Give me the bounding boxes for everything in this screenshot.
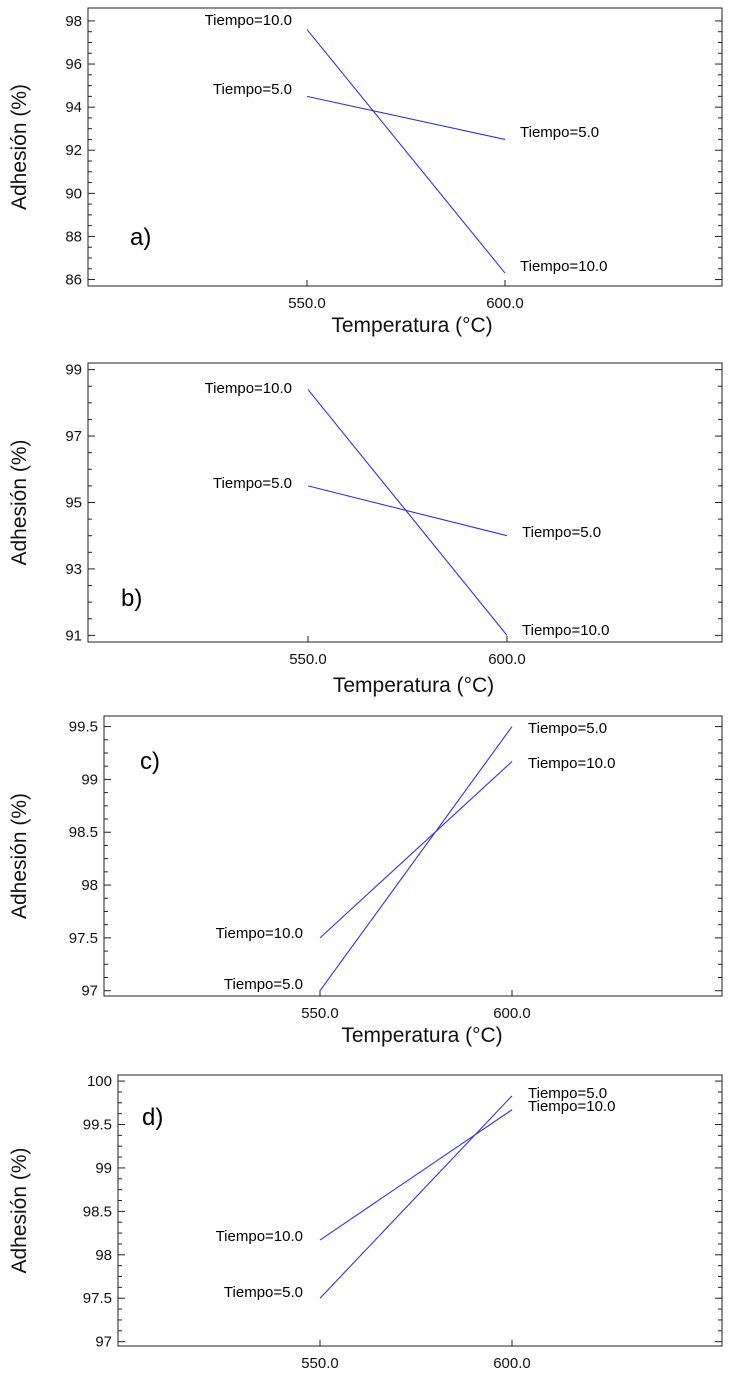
x-tick-label-d: 600.0 (493, 1355, 531, 1372)
series-label-start-d-1: Tiempo=10.0 (216, 1228, 303, 1245)
y-tick-label-a: 96 (65, 56, 82, 73)
series-label-start-a-1: Tiempo=5.0 (213, 81, 292, 98)
plot-frame-c (103, 715, 723, 997)
series-label-end-d-0: Tiempo=5.0 (528, 1085, 607, 1102)
y-tick-label-b: 99 (65, 362, 82, 379)
y-axis-title-d: Adhesión (%) (8, 1147, 31, 1273)
y-tick-label-d: 99.5 (83, 1117, 112, 1134)
x-tick-label-b: 600.0 (488, 651, 526, 668)
x-tick-label-c: 550.0 (301, 1005, 339, 1022)
y-tick-label-d: 99 (95, 1160, 112, 1177)
x-axis-title-a: Temperatura (°C) (331, 314, 492, 337)
x-tick-label-a: 550.0 (288, 295, 326, 312)
series-line-d-0 (319, 1095, 513, 1299)
y-tick-label-a: 94 (65, 99, 82, 116)
series-line-d-1 (319, 1109, 513, 1241)
y-tick-label-c: 99 (81, 771, 98, 788)
series-line-c-1 (319, 761, 513, 939)
x-axis-title-b: Temperatura (°C) (333, 674, 494, 697)
plot-frame-b (87, 362, 723, 643)
plot-frame-d (117, 1074, 723, 1347)
y-tick-label-a: 98 (65, 13, 82, 30)
series-line-a-1 (306, 95, 506, 140)
series-label-start-c-0: Tiempo=5.0 (224, 976, 303, 993)
y-tick-label-a: 86 (65, 272, 82, 289)
y-axis-title-c: Adhesión (%) (8, 793, 31, 919)
x-tick-label-c: 600.0 (493, 1005, 531, 1022)
y-axis-title-a: Adhesión (%) (8, 84, 31, 210)
y-tick-label-c: 99.5 (69, 719, 98, 736)
y-tick-label-c: 97 (81, 983, 98, 1000)
y-tick-label-d: 98.5 (83, 1203, 112, 1220)
series-line-b-1 (307, 485, 508, 537)
series-label-start-b-0: Tiempo=10.0 (205, 380, 292, 397)
series-line-c-0 (319, 726, 513, 992)
series-label-end-d-1: Tiempo=10.0 (528, 1098, 615, 1115)
y-tick-label-a: 90 (65, 185, 82, 202)
x-tick-label-a: 600.0 (486, 295, 524, 312)
x-tick-label-b: 550.0 (289, 651, 327, 668)
series-line-a-0 (306, 29, 506, 274)
y-tick-label-b: 95 (65, 495, 82, 512)
y-tick-label-d: 98 (95, 1247, 112, 1264)
y-tick-label-a: 92 (65, 142, 82, 159)
panel-letter-c: c) (140, 748, 160, 775)
series-label-end-b-0: Tiempo=10.0 (522, 622, 609, 639)
series-label-start-a-0: Tiempo=10.0 (205, 12, 292, 29)
y-tick-label-d: 97.5 (83, 1290, 112, 1307)
panel-letter-a: a) (130, 224, 151, 251)
series-label-end-c-1: Tiempo=10.0 (528, 755, 615, 772)
y-tick-label-a: 88 (65, 228, 82, 245)
series-label-start-d-0: Tiempo=5.0 (224, 1284, 303, 1301)
x-axis-title-c: Temperatura (°C) (341, 1024, 502, 1047)
series-label-end-c-0: Tiempo=5.0 (528, 720, 607, 737)
series-label-start-c-1: Tiempo=10.0 (216, 925, 303, 942)
series-line-b-0 (307, 389, 508, 636)
y-tick-label-c: 97.5 (69, 930, 98, 947)
x-tick-label-d: 550.0 (301, 1355, 339, 1372)
series-label-start-b-1: Tiempo=5.0 (213, 475, 292, 492)
y-axis-title-b: Adhesión (%) (8, 439, 31, 565)
y-tick-label-d: 97 (95, 1334, 112, 1351)
series-label-end-b-1: Tiempo=5.0 (522, 524, 601, 541)
plot-frame-a (87, 7, 723, 287)
y-tick-label-b: 93 (65, 561, 82, 578)
y-tick-label-c: 98 (81, 877, 98, 894)
series-label-end-a-0: Tiempo=10.0 (520, 258, 607, 275)
y-tick-label-b: 91 (65, 627, 82, 644)
panel-letter-b: b) (121, 585, 142, 612)
y-tick-label-c: 98.5 (69, 824, 98, 841)
y-tick-label-b: 97 (65, 428, 82, 445)
series-label-end-a-1: Tiempo=5.0 (520, 124, 599, 141)
y-tick-label-d: 100 (87, 1073, 112, 1090)
panel-letter-d: d) (142, 1104, 163, 1131)
